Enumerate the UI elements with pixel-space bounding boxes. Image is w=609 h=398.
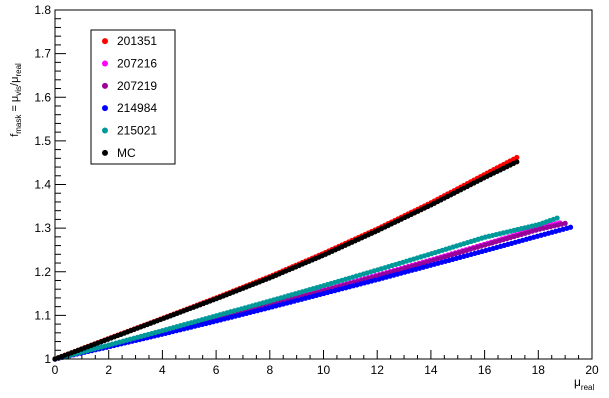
data-point [514, 159, 520, 165]
legend-entry: 201351 [102, 34, 157, 48]
y-tick-label: 1.3 [34, 221, 51, 235]
legend-marker [102, 149, 108, 156]
legend-marker [102, 82, 108, 89]
y-tick-label: 1.1 [34, 308, 51, 322]
y-axis-label-eq: = μ [9, 96, 21, 115]
x-tick-label: 0 [52, 363, 59, 377]
legend-marker [102, 60, 108, 67]
legend: 201351 207216 207219 214984 215021 MC [90, 29, 176, 165]
y-tick-label: 1.5 [34, 134, 51, 148]
x-tick-label: 16 [478, 363, 492, 377]
x-axis-label: μreal [574, 375, 594, 392]
data-point [514, 154, 520, 161]
y-axis-label-real-sub: real [14, 63, 23, 77]
x-tick-label: 4 [159, 363, 166, 377]
legend-entry: MC [102, 146, 136, 160]
legend-marker [102, 105, 108, 112]
x-tick-label: 6 [213, 363, 220, 377]
y-axis-label-f: f [9, 133, 21, 137]
axis-ticks: 0 2 4 6 8 10 12 14 16 18 20 1 1.1 1.2 1.3 1.4 1.5 1.6 1.7 1… [34, 3, 599, 377]
x-axis-label-main: μ [574, 375, 581, 389]
y-axis-label: fmask = μvis/μreal [9, 63, 23, 137]
y-tick-label: 1.2 [34, 265, 51, 279]
y-tick-label: 1.8 [34, 3, 51, 17]
y-axis-label-f-sub: mask [14, 114, 23, 134]
x-tick-label: 2 [105, 363, 112, 377]
plot-area [52, 154, 574, 362]
y-axis-label-vis-sub: vis [14, 86, 23, 96]
legend-box [90, 29, 176, 165]
y-axis-label-slash: /μ [9, 77, 21, 86]
y-tick-label: 1.7 [34, 47, 51, 61]
legend-entry: 207219 [102, 79, 157, 93]
legend-label: 207219 [117, 79, 157, 93]
x-tick-label: 18 [532, 363, 546, 377]
series-MC [52, 159, 520, 362]
data-point [554, 215, 560, 221]
legend-label: MC [117, 146, 136, 160]
legend-label: 207216 [117, 57, 157, 71]
legend-entry: 215021 [102, 124, 157, 138]
x-tick-label: 8 [266, 363, 273, 377]
legend-label: 215021 [117, 124, 157, 138]
x-tick-label: 20 [585, 363, 599, 377]
y-tick-label: 1 [44, 352, 51, 366]
y-tick-label: 1.6 [34, 90, 51, 104]
data-point [567, 224, 574, 230]
data-point [562, 220, 568, 226]
x-axis-label-sub: real [581, 383, 595, 392]
x-tick-label: 10 [317, 363, 331, 377]
legend-marker [102, 127, 108, 134]
legend-marker [102, 38, 108, 45]
x-tick-label: 12 [371, 363, 385, 377]
legend-label: 201351 [117, 34, 157, 48]
legend-label: 214984 [117, 101, 157, 115]
legend-entry: 207216 [102, 57, 157, 71]
y-tick-label: 1.4 [34, 178, 51, 192]
legend-entry: 214984 [102, 101, 157, 115]
x-tick-label: 14 [424, 363, 438, 377]
